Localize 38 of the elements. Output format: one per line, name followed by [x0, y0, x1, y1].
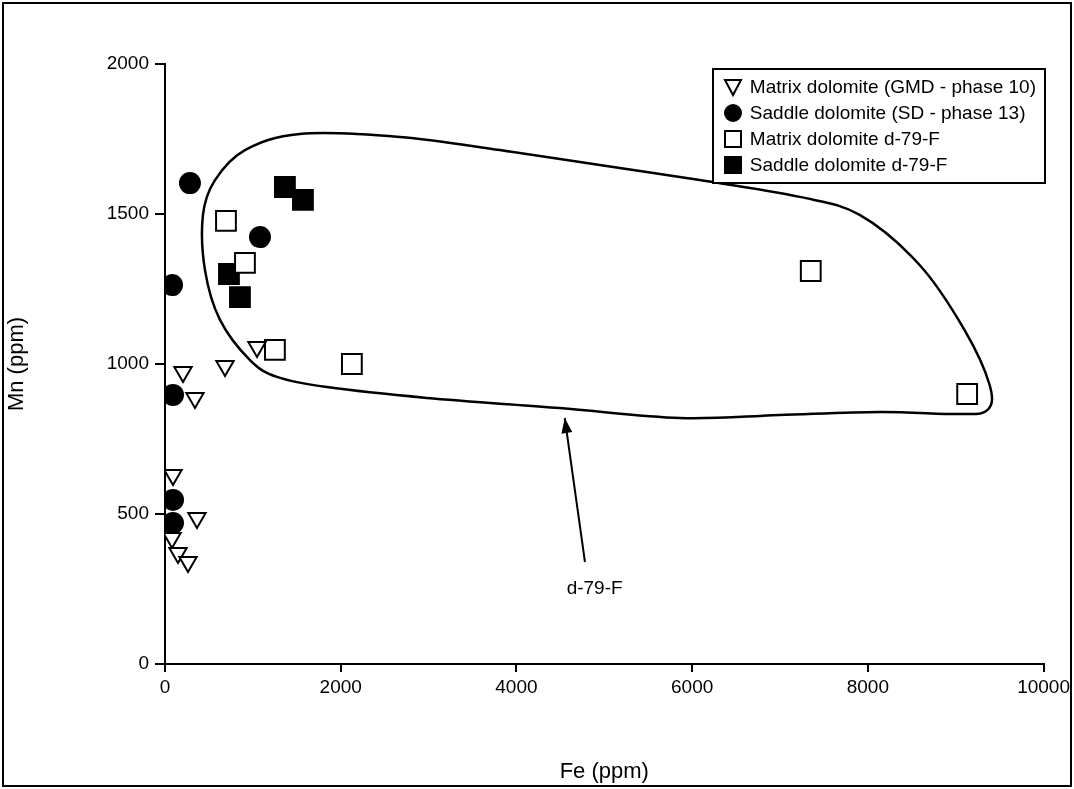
x-axis-title: Fe (ppm): [559, 757, 649, 783]
legend-label: Matrix dolomite d-79-F: [749, 127, 940, 151]
x-tick-label: 4000: [495, 675, 538, 697]
point: [215, 210, 237, 232]
point: [234, 252, 256, 274]
point: [178, 172, 201, 195]
point: [215, 360, 235, 378]
point: [178, 556, 198, 573]
y-axis-title: Mn (ppm): [3, 316, 29, 412]
point: [185, 391, 205, 409]
point: [247, 340, 267, 358]
point: [165, 469, 183, 486]
point: [248, 226, 271, 249]
x-tick-label: 8000: [846, 675, 890, 697]
y-tick-label: 1000: [106, 352, 149, 374]
y-tick-label: 2000: [106, 52, 149, 74]
point: [292, 189, 314, 211]
point: [274, 176, 296, 198]
annotation: d-79-F: [566, 577, 623, 599]
legend-label: Saddle dolomite d-79-F: [749, 153, 948, 177]
y-tick-label: 0: [138, 652, 149, 674]
x-tick-label: 6000: [671, 675, 714, 697]
point: [799, 260, 822, 282]
point: [173, 366, 193, 384]
point: [187, 511, 207, 529]
y-tick-label: 1500: [106, 202, 149, 224]
x-tick-label: 10000: [1017, 675, 1070, 697]
legend-label: Matrix dolomite (GMD - phase 10): [749, 75, 1036, 99]
point: [956, 383, 979, 405]
legend-label: Saddle dolomite (SD - phase 13): [749, 101, 1026, 125]
point: [340, 353, 363, 375]
point: [229, 286, 251, 308]
point: [168, 547, 188, 564]
point: [264, 339, 286, 361]
x-tick-label: 0: [159, 675, 171, 697]
y-tick-label: 500: [117, 502, 149, 524]
x-tick-label: 2000: [319, 675, 362, 697]
point: [165, 383, 184, 406]
